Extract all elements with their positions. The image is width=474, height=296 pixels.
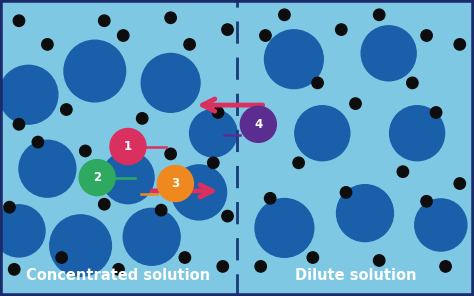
Circle shape bbox=[250, 107, 262, 118]
Text: 1: 1 bbox=[124, 140, 132, 153]
Circle shape bbox=[240, 106, 276, 142]
Circle shape bbox=[407, 77, 418, 89]
Circle shape bbox=[0, 205, 45, 257]
Circle shape bbox=[64, 40, 126, 102]
Circle shape bbox=[374, 255, 385, 266]
Circle shape bbox=[50, 215, 111, 276]
Circle shape bbox=[222, 24, 233, 35]
Circle shape bbox=[179, 252, 191, 263]
Circle shape bbox=[255, 199, 314, 257]
Circle shape bbox=[32, 136, 44, 148]
Circle shape bbox=[415, 199, 467, 251]
Circle shape bbox=[421, 196, 432, 207]
Circle shape bbox=[421, 30, 432, 41]
Circle shape bbox=[440, 261, 451, 272]
Circle shape bbox=[295, 106, 350, 161]
Circle shape bbox=[190, 110, 237, 157]
Circle shape bbox=[157, 165, 193, 202]
Circle shape bbox=[9, 264, 20, 275]
Circle shape bbox=[13, 15, 25, 26]
Circle shape bbox=[137, 113, 148, 124]
Circle shape bbox=[336, 24, 347, 35]
Circle shape bbox=[118, 30, 129, 41]
Circle shape bbox=[361, 26, 416, 81]
Circle shape bbox=[279, 9, 290, 20]
Circle shape bbox=[374, 9, 385, 20]
Circle shape bbox=[165, 12, 176, 23]
Circle shape bbox=[337, 185, 393, 242]
Circle shape bbox=[454, 178, 465, 189]
Circle shape bbox=[113, 264, 124, 275]
Circle shape bbox=[0, 65, 58, 124]
Circle shape bbox=[110, 128, 146, 165]
Circle shape bbox=[293, 157, 304, 168]
Circle shape bbox=[13, 119, 25, 130]
Circle shape bbox=[222, 210, 233, 222]
Circle shape bbox=[264, 30, 323, 89]
Circle shape bbox=[255, 261, 266, 272]
Circle shape bbox=[61, 104, 72, 115]
Circle shape bbox=[340, 187, 352, 198]
Circle shape bbox=[56, 252, 67, 263]
Circle shape bbox=[19, 140, 76, 197]
Circle shape bbox=[390, 106, 445, 161]
Text: 4: 4 bbox=[254, 118, 263, 131]
Circle shape bbox=[184, 39, 195, 50]
Text: 2: 2 bbox=[93, 171, 101, 184]
Circle shape bbox=[208, 157, 219, 168]
Circle shape bbox=[430, 107, 442, 118]
Text: Concentrated solution: Concentrated solution bbox=[27, 268, 210, 283]
Circle shape bbox=[165, 148, 176, 160]
Circle shape bbox=[264, 193, 276, 204]
Circle shape bbox=[99, 199, 110, 210]
Text: Dilute solution: Dilute solution bbox=[295, 268, 416, 283]
Text: 3: 3 bbox=[171, 177, 180, 190]
Circle shape bbox=[42, 39, 53, 50]
Circle shape bbox=[217, 261, 228, 272]
Circle shape bbox=[123, 208, 180, 265]
Circle shape bbox=[260, 30, 271, 41]
Circle shape bbox=[4, 202, 15, 213]
Circle shape bbox=[79, 160, 115, 196]
Circle shape bbox=[454, 39, 465, 50]
Circle shape bbox=[212, 107, 224, 118]
Circle shape bbox=[350, 98, 361, 109]
Circle shape bbox=[141, 54, 200, 112]
Circle shape bbox=[80, 145, 91, 157]
Circle shape bbox=[99, 15, 110, 26]
Circle shape bbox=[307, 252, 319, 263]
Circle shape bbox=[155, 205, 167, 216]
Circle shape bbox=[102, 152, 154, 204]
Circle shape bbox=[397, 166, 409, 177]
Circle shape bbox=[312, 77, 323, 89]
Circle shape bbox=[172, 165, 227, 220]
